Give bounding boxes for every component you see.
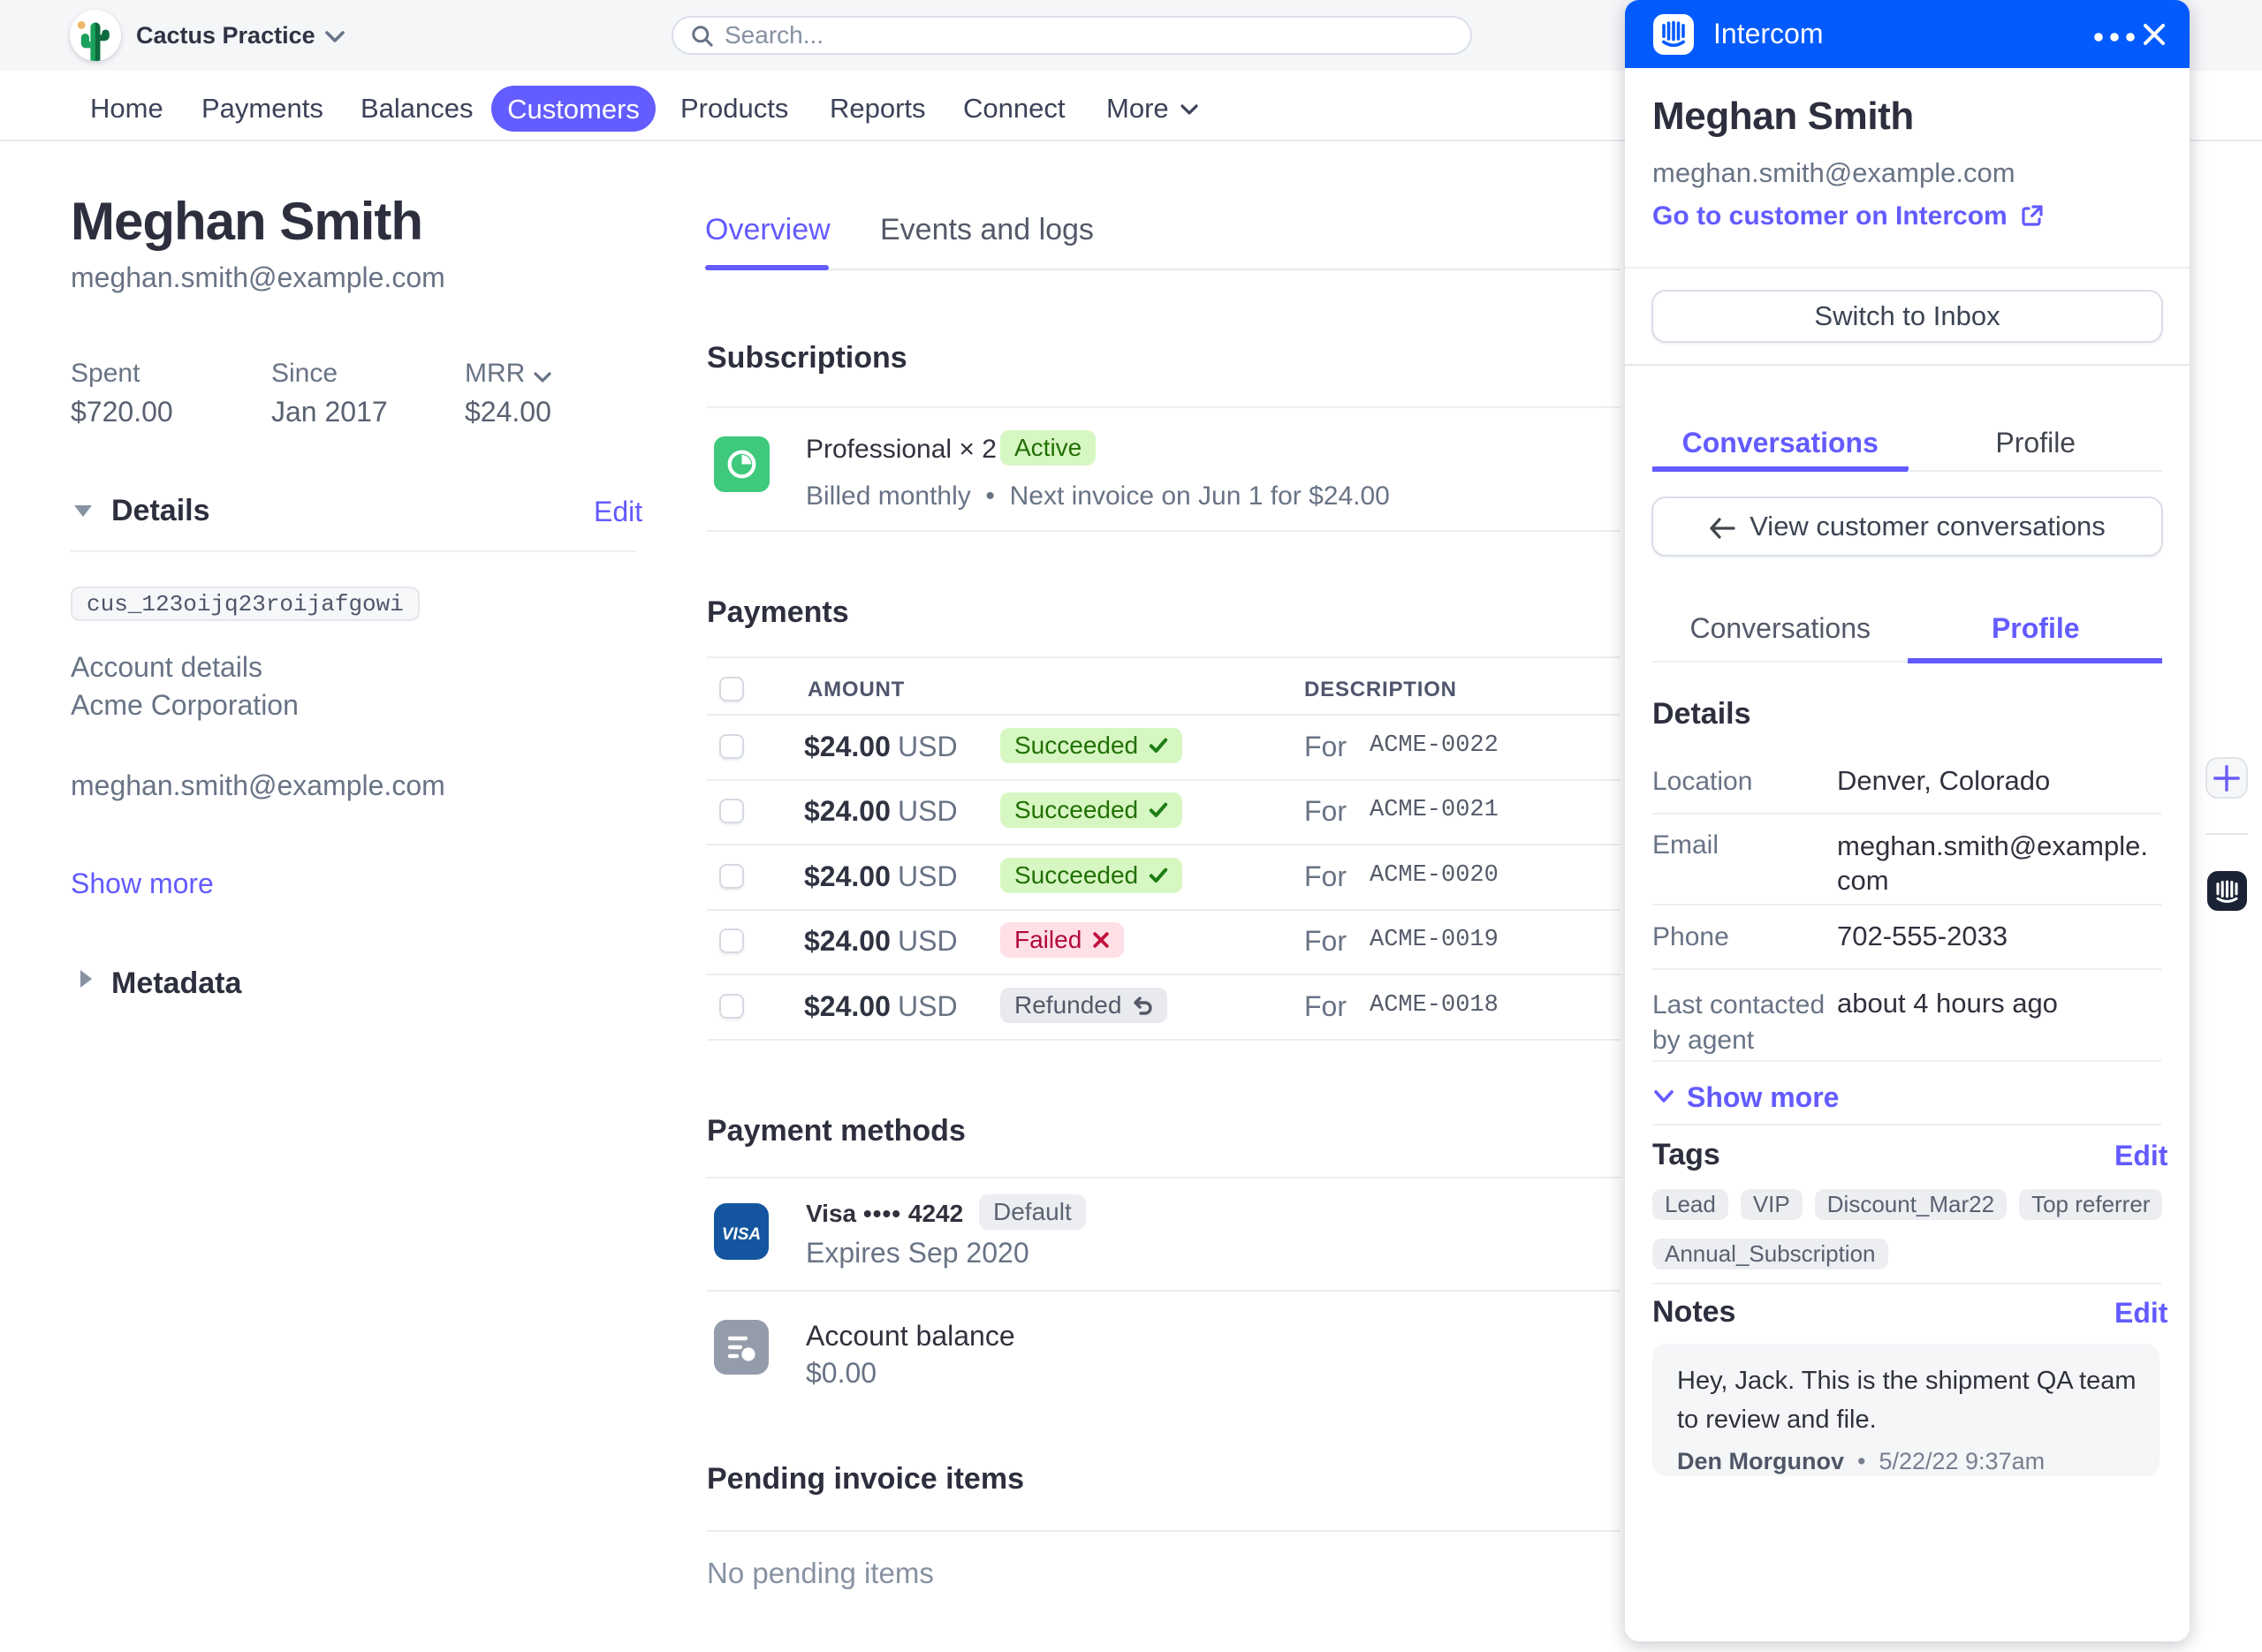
svg-text:VISA: VISA — [722, 1225, 761, 1244]
